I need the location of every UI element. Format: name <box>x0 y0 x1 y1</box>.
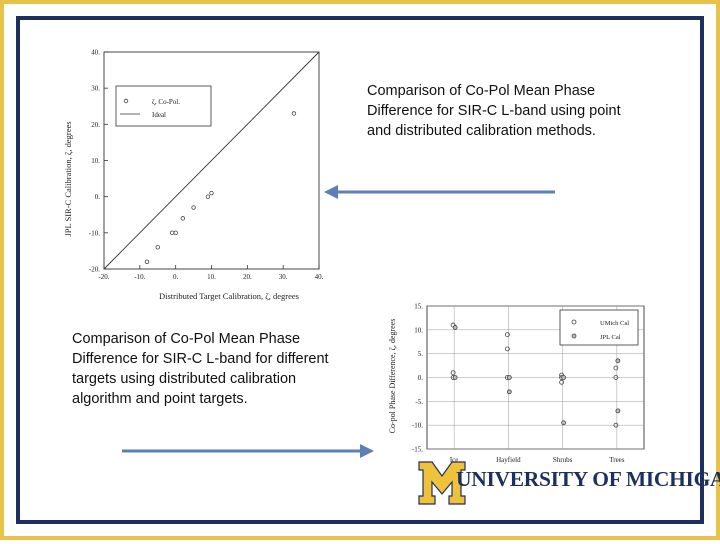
y-tick-label: -10. <box>89 229 100 237</box>
y-tick-label: 0. <box>418 374 424 382</box>
data-point <box>169 230 175 236</box>
y-tick-label: 20. <box>91 121 100 129</box>
jpl-point <box>452 375 458 380</box>
data-point <box>291 111 297 116</box>
jpl-point <box>506 375 512 380</box>
legend-label-ideal: Ideal <box>152 111 166 119</box>
y-tick-label: -10. <box>412 422 423 430</box>
data-point <box>155 245 160 250</box>
jpl-point <box>561 420 567 426</box>
umich-point <box>504 332 510 337</box>
data-point <box>173 230 178 236</box>
legend: ζ, Co-Pol. Ideal <box>115 85 212 127</box>
jpl-point <box>506 389 512 395</box>
legend-marker-jpl <box>571 333 577 339</box>
x-tick-label: -10. <box>134 273 145 281</box>
jpl-point <box>452 325 458 330</box>
calibration-scatter-plot: -20. -10. 0. 10. 20. 30. 40. 40. 30. 20. 10. 0. -10.… <box>64 49 324 302</box>
target-phase-plot: 15. 10. 5. 0. -5. -10. -15. Ice Hayfield Shrubs Tr… <box>388 303 645 464</box>
x-tick-label: Shrubs <box>553 456 573 464</box>
x-tick-label: 30. <box>279 273 288 281</box>
y-tick-label: 5. <box>418 350 424 358</box>
umich-point <box>450 370 456 376</box>
legend-marker-copol <box>123 98 129 104</box>
y-axis-label: JPL SIR-C Calibration, ζ, degrees <box>64 121 73 236</box>
x-tick-label: 10. <box>207 273 216 281</box>
x-tick-label: Hayfield <box>496 456 521 464</box>
data-point <box>191 205 196 210</box>
umich-point <box>559 379 565 385</box>
y-tick-label: 0. <box>95 193 101 201</box>
caption-bottom: Comparison of Co-Pol Mean Phase Differen… <box>72 331 329 407</box>
y-tick-label: -5. <box>415 398 423 406</box>
x-tick-label: 40. <box>315 273 324 281</box>
x-tick-label: -20. <box>98 273 109 281</box>
data-point <box>209 190 214 196</box>
data-point <box>180 216 186 221</box>
umich-point <box>613 422 619 428</box>
slide-frame <box>16 16 704 524</box>
legend-label-jpl: JPL Cal <box>600 334 621 341</box>
umich-point <box>504 346 510 352</box>
legend-marker-umich <box>571 319 577 325</box>
y-tick-label: -15. <box>412 446 423 454</box>
university-logo: UNIVERSITY OF MICHIGAN <box>404 459 720 509</box>
y-tick-label: 40. <box>91 49 100 57</box>
jpl-point <box>561 375 567 380</box>
y-tick-label: -20. <box>89 266 100 274</box>
block-m-logo <box>418 461 466 505</box>
caption-top: Comparison of Co-Pol Mean Phase Differen… <box>367 83 621 139</box>
umich-point <box>613 375 619 380</box>
x-tick-label: Trees <box>609 456 625 464</box>
legend: UMich Cal JPL Cal <box>559 309 639 346</box>
umich-point <box>613 365 619 371</box>
y-tick-label: 15. <box>414 303 423 311</box>
x-tick-label: Ice <box>450 456 459 464</box>
y-axis-label: Co-pol Phase Difference, ζ, degrees <box>388 319 397 434</box>
y-tick-label: 10. <box>414 326 423 334</box>
legend-label-copol: ζ, Co-Pol. <box>152 98 180 106</box>
y-tick-label: 30. <box>91 85 100 93</box>
data-point <box>144 259 150 264</box>
data-point <box>205 194 211 199</box>
y-tick-label: 10. <box>91 157 100 165</box>
x-tick-label: 0. <box>173 273 179 281</box>
jpl-point <box>615 358 621 364</box>
x-axis-label: Distributed Target Calibration, ζ, degre… <box>159 291 299 301</box>
legend-label-umich: UMich Cal <box>600 320 629 327</box>
ideal-line <box>103 51 320 270</box>
x-tick-label: 20. <box>243 273 252 281</box>
jpl-point <box>615 408 621 414</box>
logo-text: UNIVERSITY OF MICHIGAN <box>456 467 720 491</box>
